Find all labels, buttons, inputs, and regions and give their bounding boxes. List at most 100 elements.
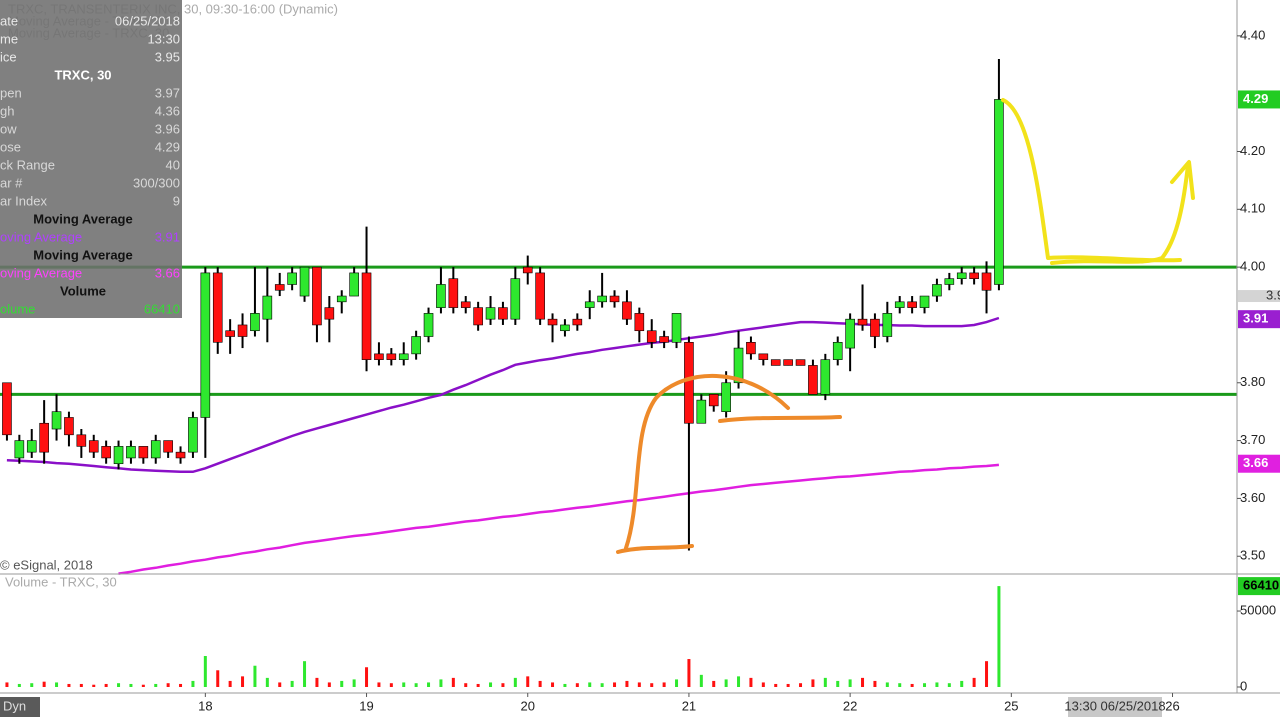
candle-body bbox=[597, 295, 607, 303]
candle-body bbox=[894, 301, 905, 308]
candle-body bbox=[163, 440, 173, 453]
volume-bar bbox=[489, 682, 493, 687]
candle-body bbox=[324, 307, 335, 320]
candle-body bbox=[708, 394, 719, 407]
volume-bar bbox=[203, 656, 207, 687]
volume-bar bbox=[476, 683, 480, 687]
data-window-label: ow bbox=[0, 121, 17, 136]
candle-body bbox=[547, 318, 558, 326]
candle-body bbox=[448, 278, 459, 308]
candle-body bbox=[795, 359, 806, 366]
volume-bar bbox=[823, 677, 827, 687]
data-window-header: Moving Average bbox=[33, 247, 132, 262]
candle-body bbox=[250, 313, 260, 332]
hand-drawn-annotations bbox=[616, 98, 1195, 554]
candle-body bbox=[944, 278, 955, 285]
candle-body bbox=[535, 272, 545, 320]
price-tag-label: 3.95 bbox=[1266, 287, 1280, 302]
volume-bar bbox=[427, 682, 431, 687]
candle-body bbox=[522, 266, 533, 274]
y-tick-label: 0 bbox=[1240, 678, 1247, 693]
annotation-stroke bbox=[1050, 163, 1190, 265]
data-window-value: 3.97 bbox=[155, 85, 180, 100]
candle-body bbox=[485, 307, 496, 320]
y-tick-label: 3.50 bbox=[1240, 548, 1265, 563]
volume-bar bbox=[278, 682, 282, 687]
candle-body bbox=[783, 359, 793, 366]
candle-body bbox=[361, 272, 372, 360]
price-tag-label: 4.29 bbox=[1243, 91, 1268, 106]
price-tag bbox=[1238, 310, 1280, 329]
candle-body bbox=[696, 399, 707, 424]
y-tick-label: 3.60 bbox=[1240, 490, 1265, 505]
volume-bar bbox=[340, 680, 344, 687]
price-tag-label: 3.91 bbox=[1243, 311, 1268, 326]
volume-title: Volume - TRXC, 30 bbox=[5, 574, 117, 589]
candle-body bbox=[560, 324, 570, 332]
data-window-value: 300/300 bbox=[133, 175, 180, 190]
dyn-label[interactable]: Dyn bbox=[3, 698, 26, 713]
data-window-label: pen bbox=[0, 85, 22, 100]
data-window-value: 40 bbox=[166, 157, 180, 172]
candle-body bbox=[349, 272, 359, 297]
candle-body bbox=[572, 318, 583, 326]
volume-bar bbox=[724, 679, 728, 687]
candle-body bbox=[634, 313, 645, 332]
candle-body bbox=[758, 353, 769, 360]
candle-body bbox=[622, 301, 632, 320]
volume-bar bbox=[848, 679, 852, 687]
volume-bar bbox=[910, 683, 914, 687]
volume-bar bbox=[17, 683, 21, 687]
volume-bar bbox=[551, 682, 555, 687]
candle-body bbox=[820, 359, 831, 395]
candle-body bbox=[39, 422, 49, 453]
volume-bar bbox=[5, 682, 9, 687]
candle-body bbox=[212, 272, 223, 343]
volume-bar bbox=[898, 683, 902, 687]
candle-body bbox=[808, 365, 818, 395]
moving-average-line bbox=[118, 463, 1000, 575]
candle-body bbox=[956, 272, 967, 279]
volume-bar bbox=[811, 679, 815, 687]
candle-body bbox=[423, 313, 434, 337]
data-window-label: ate bbox=[0, 13, 18, 28]
candle-body bbox=[200, 272, 211, 418]
candle-body bbox=[907, 301, 917, 308]
x-tick-label: 20 bbox=[520, 698, 534, 713]
volume-bar bbox=[464, 683, 468, 687]
dyn-box[interactable] bbox=[0, 697, 40, 717]
volume-bar bbox=[799, 683, 803, 687]
volume-bar bbox=[972, 677, 976, 687]
data-window-header: Moving Average bbox=[33, 211, 132, 226]
candle-body bbox=[225, 330, 235, 337]
candle-body bbox=[411, 336, 421, 355]
data-window-label: ar # bbox=[0, 175, 23, 190]
candle-body bbox=[287, 272, 297, 285]
volume-bar bbox=[315, 677, 319, 687]
volume-bar bbox=[563, 683, 567, 687]
volume-bar bbox=[129, 683, 133, 687]
data-window-value: 4.29 bbox=[155, 139, 180, 154]
data-window-label: oving Average bbox=[0, 265, 82, 280]
volume-bar bbox=[327, 682, 331, 687]
volume-bar bbox=[290, 680, 294, 687]
candle-body bbox=[237, 324, 248, 337]
candle-body bbox=[88, 440, 99, 453]
price-tag bbox=[1238, 90, 1280, 109]
candle-body bbox=[733, 347, 744, 384]
volume-bar bbox=[191, 680, 195, 687]
volume-bar bbox=[861, 677, 865, 687]
data-window-label: oving Average bbox=[0, 229, 82, 244]
volume-bar bbox=[55, 682, 59, 687]
candle-body bbox=[746, 341, 756, 355]
candle-body bbox=[2, 382, 12, 436]
volume-bar bbox=[997, 586, 1001, 687]
candle-body bbox=[473, 307, 483, 326]
candle-body bbox=[14, 440, 25, 459]
annotation-stroke bbox=[624, 373, 790, 550]
volume-bar bbox=[166, 683, 170, 687]
volume-bar bbox=[699, 674, 703, 687]
volume-bar bbox=[414, 683, 418, 687]
